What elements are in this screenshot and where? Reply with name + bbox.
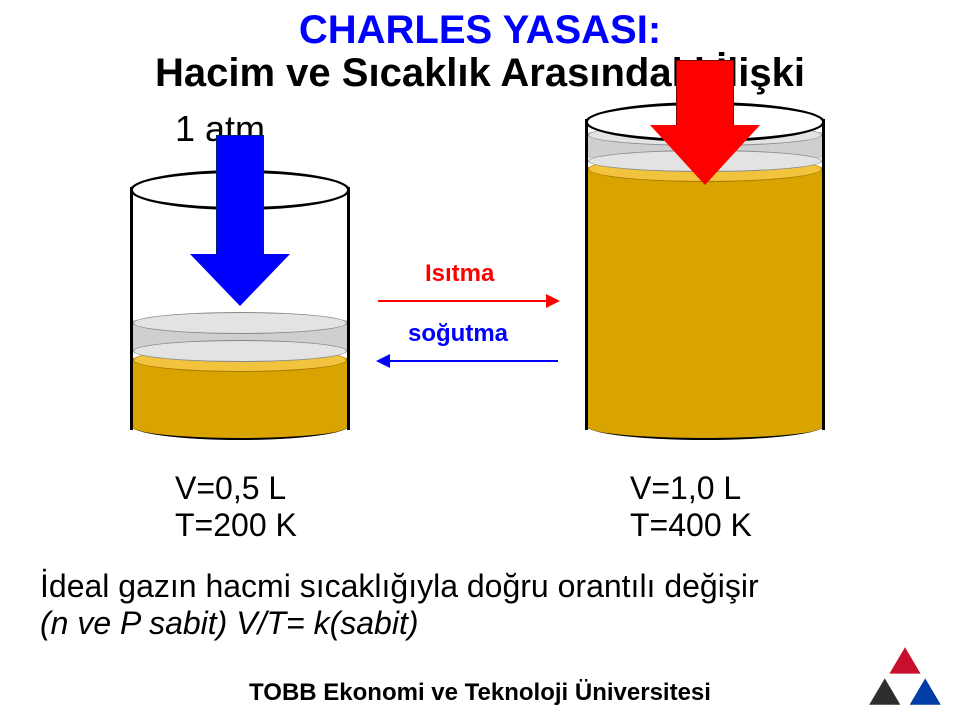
right-liquid-body <box>588 167 822 428</box>
footer-text: TOBB Ekonomi ve Teknoloji Üniversitesi <box>0 679 960 707</box>
right-arrow-stem <box>676 60 734 128</box>
title-line2: Hacim ve Sıcaklık Arasındaki İlişki <box>0 51 960 96</box>
title-line1: CHARLES YASASI: <box>0 0 960 53</box>
left-arrow-stem <box>216 135 264 257</box>
left-arrow <box>190 135 290 315</box>
cooling-label: soğutma <box>408 320 508 348</box>
left-state-v: V=0,5 L <box>175 470 297 507</box>
right-state-v: V=1,0 L <box>630 470 752 507</box>
heating-label: Isıtma <box>425 260 494 288</box>
left-state: V=0,5 L T=200 K <box>175 470 297 544</box>
statement: İdeal gazın hacmi sıcaklığıyla doğru ora… <box>40 568 920 642</box>
university-logo-icon <box>866 641 944 711</box>
right-arrow <box>650 60 760 190</box>
left-piston-bottom-ellipse <box>133 340 347 362</box>
left-piston-top-ellipse <box>133 312 347 334</box>
slide: CHARLES YASASI: Hacim ve Sıcaklık Arasın… <box>0 0 960 719</box>
right-state: V=1,0 L T=400 K <box>630 470 752 544</box>
statement-line1: İdeal gazın hacmi sıcaklığıyla doğru ora… <box>40 568 920 605</box>
cooling-arrow <box>378 360 558 362</box>
right-state-t: T=400 K <box>630 507 752 544</box>
left-state-t: T=200 K <box>175 507 297 544</box>
statement-line2: (n ve P sabit) V/T= k(sabit) <box>40 605 920 642</box>
left-arrow-head <box>190 254 290 306</box>
right-arrow-head <box>650 125 760 185</box>
heating-arrow <box>378 300 558 302</box>
